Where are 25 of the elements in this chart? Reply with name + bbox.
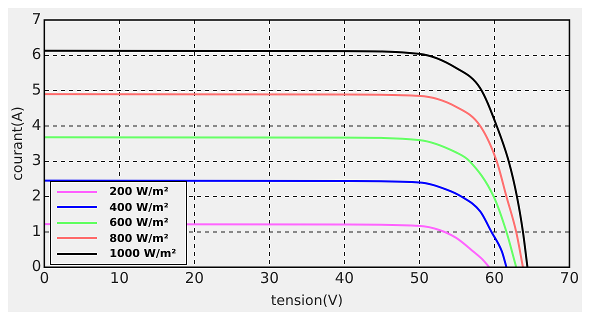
- legend-label: 800 W/m²: [109, 230, 169, 246]
- x-tick-label: 30: [260, 269, 279, 288]
- x-tick-label: 10: [110, 269, 129, 288]
- legend-label: 200 W/m²: [109, 184, 169, 200]
- y-tick-label: 0: [32, 257, 42, 276]
- y-tick-label: 6: [32, 45, 42, 64]
- y-tick-label: 7: [32, 10, 42, 28]
- x-tick-label: 70: [560, 269, 580, 288]
- x-tick-label: 20: [184, 269, 204, 288]
- x-axis-title: tension(V): [270, 293, 343, 310]
- legend-label: 600 W/m²: [109, 215, 169, 231]
- y-tick-label: 1: [32, 222, 42, 240]
- line-series: [44, 93, 524, 268]
- y-tick-label: 5: [32, 80, 42, 99]
- y-tick-label: 4: [32, 116, 42, 134]
- y-tick-label: 2: [32, 186, 42, 204]
- legend-label: 400 W/m²: [109, 200, 169, 216]
- line-series: [44, 136, 518, 268]
- y-tick-label: 3: [32, 151, 42, 170]
- y-axis-title: courant(A): [10, 106, 26, 181]
- legend-label: 1000 W/m²: [109, 246, 176, 262]
- line-series: [44, 180, 508, 268]
- x-tick-label: 50: [410, 269, 429, 288]
- x-tick-label: 40: [334, 269, 354, 288]
- x-tick-label: 60: [484, 269, 504, 288]
